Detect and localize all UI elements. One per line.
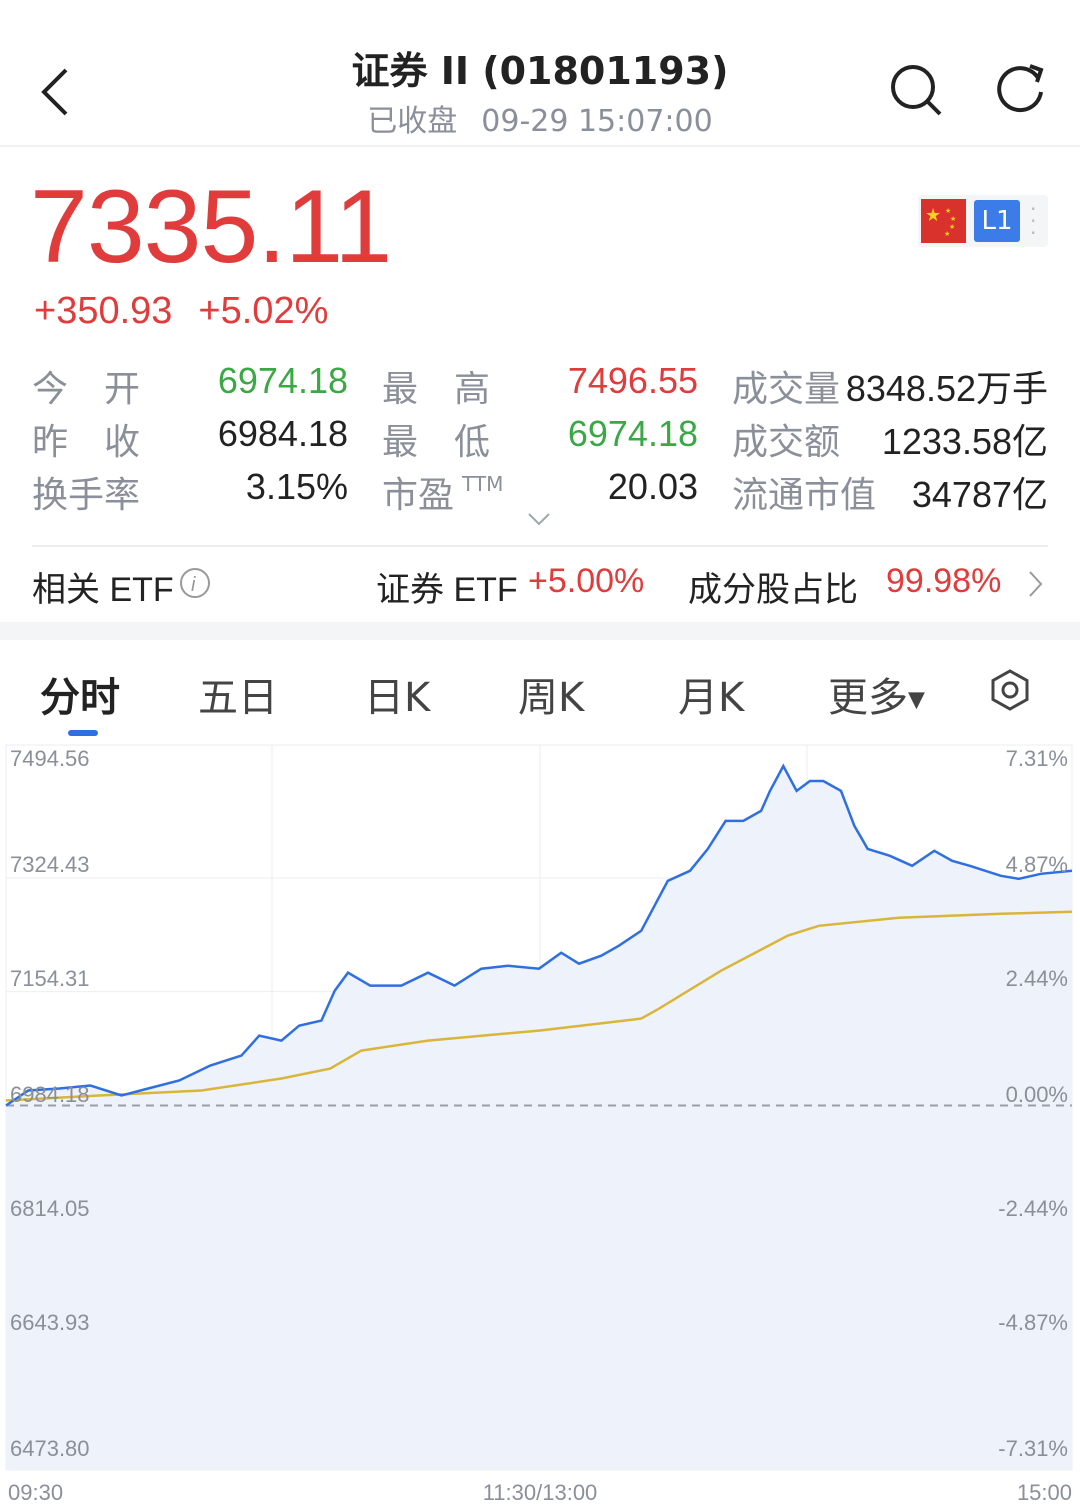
x-axis-label: 15:00 [1017, 1480, 1072, 1505]
svg-text:★: ★ [944, 230, 950, 238]
tab-five-day[interactable]: 五日 [198, 675, 278, 721]
y-axis-right-label: -2.44% [998, 1196, 1068, 1221]
last-price: 7335.11 [30, 169, 392, 285]
svg-text:★: ★ [949, 223, 955, 231]
divider [32, 545, 1048, 547]
price-line [5, 763, 1073, 1107]
etf-name: 证券 ETF [376, 571, 518, 609]
y-axis-right-label: 4.87% [1006, 852, 1068, 877]
svg-text:★: ★ [925, 205, 941, 226]
stat-label: 最 高 [382, 368, 491, 409]
stat-label: 成交量 [732, 368, 841, 409]
expand-stats-button[interactable] [526, 510, 552, 532]
search-button[interactable] [886, 60, 946, 124]
refresh-icon [997, 64, 1044, 113]
tab-intraday[interactable]: 分时 [40, 675, 120, 721]
divider [0, 145, 1080, 147]
y-axis-left-label: 6984.18 [10, 1082, 90, 1107]
change-percent: +5.02% [198, 290, 329, 332]
price-change: +350.93 +5.02% [34, 290, 354, 333]
chevron-left-icon [41, 68, 68, 116]
level-badge: L1 [974, 200, 1020, 242]
related-etf-row[interactable]: 相关 ETF i 证券 ETF +5.00% 成分股占比 99.98% [32, 562, 1052, 609]
y-axis-right-label: 7.31% [1006, 746, 1068, 771]
back-button[interactable] [30, 62, 80, 122]
stat-label: 流通市值 [732, 474, 877, 515]
stat-value: 3.15% [245, 466, 348, 507]
stat-label: 市盈 [382, 474, 455, 515]
tab-daily-k[interactable]: 日K [364, 675, 431, 721]
average-price-line [5, 910, 1073, 1102]
timestamp: 09-29 15:07:00 [481, 104, 713, 139]
weight-value: 99.98% [886, 562, 1002, 600]
svg-text:★: ★ [945, 207, 951, 215]
tab-more-label: 更多 [828, 675, 908, 721]
stat-value: 6984.18 [217, 413, 348, 454]
etf-change: +5.00% [528, 562, 645, 600]
section-gap [0, 622, 1080, 640]
change-value: +350.93 [34, 290, 173, 332]
y-axis-left-label: 6814.05 [10, 1196, 90, 1221]
status-text: 已收盘 [367, 104, 458, 139]
stat-value: 8348.52万手 [845, 368, 1048, 409]
y-axis-right-label: -7.31% [998, 1436, 1068, 1461]
price-area-fill [6, 766, 1072, 1470]
chart-settings-button[interactable] [988, 668, 1032, 716]
intraday-chart[interactable]: 7494.56 7.31% 7324.43 4.87% 7154.31 2.44% 6984… [0, 740, 1080, 1506]
tab-monthly-k[interactable]: 月K [678, 675, 745, 721]
caret-down-icon: ▼ [908, 687, 925, 713]
tab-weekly-k[interactable]: 周K [518, 675, 585, 721]
stat-value: 6974.18 [217, 360, 348, 401]
china-flag-icon: ★ ★★★★ [921, 199, 966, 243]
y-axis-right-label: 2.44% [1006, 966, 1068, 991]
chevron-down-icon [528, 513, 550, 526]
x-axis-label: 09:30 [8, 1480, 63, 1505]
related-etf-label: 相关 ETF [32, 571, 174, 609]
x-axis-label: 11:30/13:00 [483, 1480, 598, 1505]
y-axis-left-label: 7324.43 [10, 852, 90, 877]
more-dots-icon: · · · [1030, 197, 1037, 245]
stat-label: 成交额 [732, 421, 841, 462]
info-icon[interactable]: i [178, 566, 212, 600]
y-axis-left-label: 6643.93 [10, 1310, 90, 1335]
refresh-button[interactable] [992, 58, 1052, 122]
stat-label: 昨 收 [32, 421, 141, 462]
weight-label: 成分股占比 [688, 571, 858, 609]
y-axis-left-label: 6473.80 [10, 1436, 90, 1461]
tab-more[interactable]: 更多▼ [828, 665, 925, 723]
stat-label: 换手率 [32, 474, 141, 515]
stat-label: 今 开 [32, 368, 141, 409]
svg-text:★: ★ [950, 215, 956, 223]
search-icon [891, 65, 942, 116]
active-tab-indicator [68, 730, 98, 736]
chevron-right-icon [1029, 571, 1043, 597]
stat-label-sup: TTM [462, 472, 504, 496]
stat-value: 34787亿 [911, 474, 1048, 515]
stat-value: 20.03 [607, 466, 698, 507]
stat-value: 7496.55 [567, 360, 698, 401]
page-title: 证券 II (01801193) [351, 49, 729, 93]
y-axis-left-label: 7494.56 [10, 746, 90, 771]
stat-value: 6974.18 [567, 413, 698, 454]
y-axis-right-label: -4.87% [998, 1310, 1068, 1335]
y-axis-right-label: 0.00% [1006, 1082, 1068, 1107]
y-axis-left-label: 7154.31 [10, 966, 90, 991]
stat-value: 1233.58亿 [881, 421, 1048, 462]
market-status: 已收盘 09-29 15:07:00 [0, 96, 1080, 140]
settings-icon [991, 669, 1029, 711]
stat-label: 最 低 [382, 421, 491, 462]
market-badges[interactable]: ★ ★ ★ ★ ★ L1 · · · [918, 195, 1048, 247]
svg-text:i: i [191, 574, 196, 596]
